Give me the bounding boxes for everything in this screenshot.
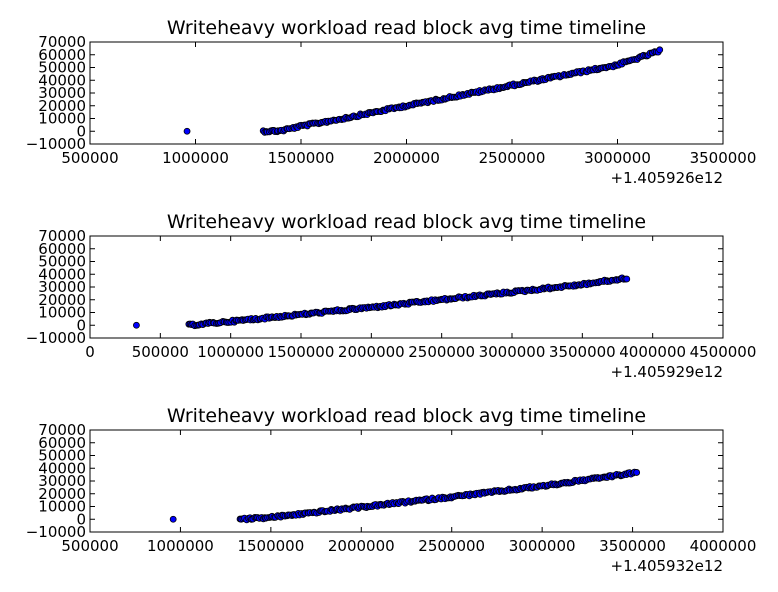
x-tick-label: 3000000 — [584, 149, 651, 167]
x-tick-label: 2000000 — [328, 537, 395, 555]
x-tick-label: 2000000 — [338, 343, 405, 361]
y-tick-label: 50000 — [38, 253, 86, 271]
x-tick-label: 4500000 — [690, 343, 757, 361]
scatter-series — [183, 46, 664, 136]
x-tick-label: 1500000 — [268, 343, 335, 361]
scatter-point — [656, 46, 664, 54]
y-tick-label: −10000 — [26, 523, 86, 541]
x-tick-label: 500000 — [61, 149, 118, 167]
x-tick-label: 3000000 — [509, 537, 576, 555]
y-tick-label: 10000 — [38, 304, 86, 322]
y-tick-label: 40000 — [38, 71, 86, 89]
y-tick-label: 20000 — [38, 291, 86, 309]
x-tick-label: 3500000 — [690, 149, 757, 167]
y-tick-label: 40000 — [38, 265, 86, 283]
x-tick-label: 2500000 — [408, 343, 475, 361]
x-offset-label: +1.405932e12 — [611, 557, 723, 575]
scatter-point — [633, 469, 641, 476]
x-tick-label: 1000000 — [197, 343, 264, 361]
x-tick-label: 500000 — [132, 343, 189, 361]
chart-panel-1: Writeheavy workload read block avg time … — [26, 17, 757, 187]
chart-panel-2: Writeheavy workload read block avg time … — [26, 211, 757, 381]
y-tick-label: 30000 — [38, 84, 86, 102]
plot-area — [89, 41, 724, 145]
y-tick-label: −10000 — [26, 135, 86, 153]
chart-panel-3: Writeheavy workload read block avg time … — [26, 405, 757, 575]
x-tick-label: 500000 — [61, 537, 118, 555]
x-offset-label: +1.405926e12 — [611, 169, 723, 187]
x-tick-label: 1500000 — [237, 537, 304, 555]
chart-title: Writeheavy workload read block avg time … — [167, 211, 646, 233]
x-tick-label: 0 — [85, 343, 95, 361]
scatter-point-outlier — [133, 321, 140, 329]
y-tick-label: 60000 — [38, 434, 86, 452]
y-tick-label: 20000 — [38, 485, 86, 503]
x-tick-label: 4000000 — [619, 343, 686, 361]
y-tick-label: 60000 — [38, 46, 86, 64]
x-tick-label: 1000000 — [147, 537, 214, 555]
x-offset-label: +1.405929e12 — [611, 363, 723, 381]
y-tick-label: 30000 — [38, 278, 86, 296]
y-tick-label: 70000 — [38, 421, 86, 439]
chart-title: Writeheavy workload read block avg time … — [167, 17, 646, 39]
scatter-point-outlier — [183, 127, 191, 135]
y-tick-label: 10000 — [38, 110, 86, 128]
scatter-point — [623, 275, 631, 283]
y-tick-label: 0 — [76, 122, 86, 140]
y-tick-label: −10000 — [26, 329, 86, 347]
scatter-series — [169, 468, 641, 524]
x-tick-label: 2500000 — [479, 149, 546, 167]
y-tick-label: 0 — [76, 510, 86, 528]
chart-title: Writeheavy workload read block avg time … — [167, 405, 646, 427]
y-tick-label: 0 — [76, 316, 86, 334]
x-tick-label: 3500000 — [549, 343, 616, 361]
y-tick-label: 60000 — [38, 240, 86, 258]
y-tick-label: 10000 — [38, 498, 86, 516]
y-tick-label: 70000 — [38, 227, 86, 245]
plot-area — [89, 235, 724, 339]
y-tick-label: 40000 — [38, 459, 86, 477]
x-tick-label: 3000000 — [479, 343, 546, 361]
x-tick-label: 4000000 — [690, 537, 757, 555]
y-tick-label: 30000 — [38, 472, 86, 490]
y-tick-label: 50000 — [38, 447, 86, 465]
x-tick-label: 1500000 — [268, 149, 335, 167]
x-tick-label: 2500000 — [418, 537, 485, 555]
x-tick-label: 2000000 — [373, 149, 440, 167]
x-tick-label: 3500000 — [599, 537, 666, 555]
x-tick-label: 1000000 — [162, 149, 229, 167]
y-tick-label: 20000 — [38, 97, 86, 115]
y-tick-label: 70000 — [38, 33, 86, 51]
scatter-series — [133, 274, 631, 330]
plot-area — [89, 429, 724, 533]
scatter-point-outlier — [169, 515, 177, 523]
y-tick-label: 50000 — [38, 59, 86, 77]
